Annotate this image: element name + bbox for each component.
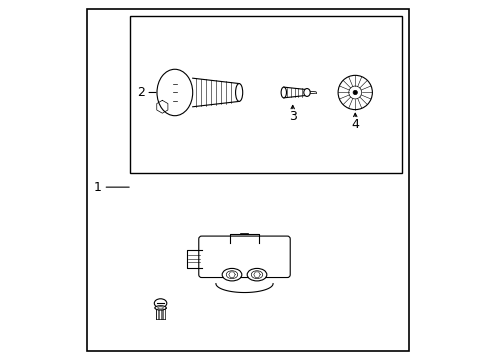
Circle shape — [352, 90, 357, 95]
Text: 4: 4 — [350, 118, 359, 131]
Ellipse shape — [235, 84, 242, 102]
Ellipse shape — [222, 269, 242, 281]
Ellipse shape — [281, 87, 286, 98]
Circle shape — [348, 86, 361, 99]
Bar — [130, 16, 401, 173]
Circle shape — [337, 75, 372, 110]
Text: 2: 2 — [137, 86, 144, 99]
FancyBboxPatch shape — [198, 236, 290, 278]
Ellipse shape — [157, 69, 192, 116]
Ellipse shape — [155, 306, 166, 310]
Ellipse shape — [303, 89, 309, 96]
Text: 3: 3 — [288, 110, 296, 123]
Ellipse shape — [251, 271, 262, 279]
Text: 1: 1 — [93, 181, 101, 194]
Ellipse shape — [226, 271, 237, 279]
Ellipse shape — [154, 299, 166, 308]
Ellipse shape — [246, 269, 266, 281]
Ellipse shape — [157, 307, 163, 309]
